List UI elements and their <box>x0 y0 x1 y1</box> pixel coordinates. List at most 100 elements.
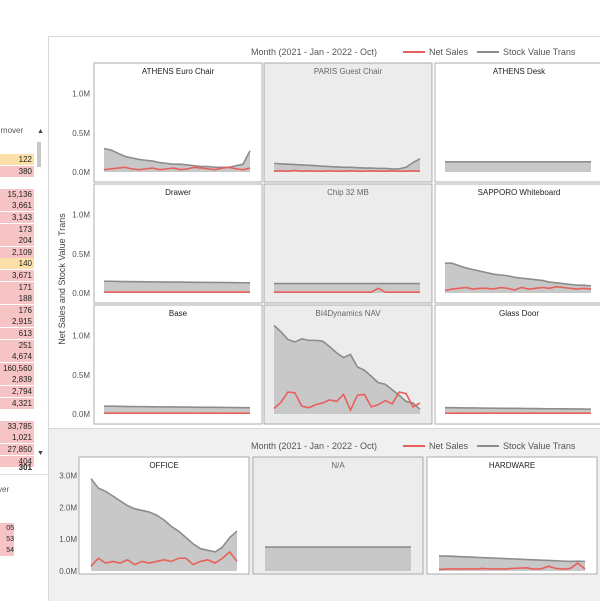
table-row[interactable]: 160,560 <box>0 362 34 374</box>
panel-hardware[interactable]: HARDWARE <box>426 456 598 575</box>
table-row[interactable]: 15,136 <box>0 188 34 200</box>
table-row[interactable]: 380 <box>0 165 34 177</box>
panel-chip-32-mb[interactable]: Chip 32 MB <box>263 183 433 304</box>
table-row[interactable]: 122 <box>0 154 34 165</box>
table-row[interactable] <box>0 177 34 189</box>
scroll-up-icon[interactable]: ▲ <box>37 128 44 135</box>
stock-value-area <box>104 148 250 172</box>
stock-value-line <box>104 280 251 284</box>
stock-value-area <box>274 325 420 414</box>
table-row[interactable]: 1,021 <box>0 432 34 444</box>
panel-sapporo-whiteboard[interactable]: SAPPORO Whiteboard <box>434 183 600 304</box>
column-header-turnover[interactable]: urnover <box>0 126 24 135</box>
legend-title: Month (2021 - Jan - 2022 - Oct) <box>251 441 377 451</box>
panel-title: Chip 32 MB <box>327 188 369 197</box>
left-table-panel: urnover ▲ 12238015,1363,6613,1431732042,… <box>0 122 49 467</box>
bottom-table-row[interactable]: 05 <box>0 523 14 534</box>
panel-title: Glass Door <box>499 309 539 318</box>
panel-title: HARDWARE <box>489 461 535 470</box>
y-tick-label: 1.0M <box>72 211 90 220</box>
product-small-multiples-chart[interactable]: Month (2021 - Jan - 2022 - Oct) Net Sales… <box>48 36 600 427</box>
table-row[interactable]: 4,674 <box>0 351 34 363</box>
panel-athens-euro-chair[interactable]: ATHENS Euro Chair <box>93 62 263 183</box>
panel-title: Drawer <box>165 188 191 197</box>
table-row[interactable]: 2,839 <box>0 374 34 386</box>
table-row[interactable]: 251 <box>0 339 34 351</box>
table-row[interactable]: 3,143 <box>0 212 34 223</box>
bottom-table-row[interactable]: 53 <box>0 534 14 545</box>
table-row[interactable]: 2,109 <box>0 246 34 258</box>
panel-drawer[interactable]: Drawer <box>93 183 263 304</box>
stock-value-area <box>439 556 585 571</box>
net-sales-line <box>444 285 592 292</box>
y-tick-label: 0.5M <box>72 371 90 380</box>
bottom-table-row[interactable]: 54 <box>0 545 14 556</box>
table-row[interactable]: 404 <box>0 455 34 467</box>
legend-label-net-sales: Net Sales <box>429 441 469 451</box>
stock-value-area <box>104 281 250 293</box>
product-chart-svg: Month (2021 - Jan - 2022 - Oct) Net Sales… <box>57 47 600 425</box>
y-tick-label: 0.0M <box>72 168 90 177</box>
table-row[interactable]: 3,661 <box>0 200 34 212</box>
panel-office[interactable]: OFFICE <box>78 456 250 575</box>
table-row[interactable]: 176 <box>0 304 34 316</box>
y-tick-label: 0.0M <box>72 410 90 419</box>
table-row[interactable]: 3,671 <box>0 270 34 281</box>
table-header: urnover <box>0 122 48 140</box>
panel-title: PARIS Guest Chair <box>314 67 383 76</box>
y-tick-label: 2.0M <box>59 503 77 512</box>
legend-label-stock-value: Stock Value Trans <box>503 441 576 451</box>
table-row[interactable]: 204 <box>0 235 34 247</box>
stock-value-line <box>104 405 251 409</box>
y-tick-label: 0.0M <box>59 567 77 576</box>
legend-title: Month (2021 - Jan - 2022 - Oct) <box>251 47 377 57</box>
category-small-multiples-chart[interactable]: Month (2021 - Jan - 2022 - Oct) Net Sales… <box>48 428 600 601</box>
panel-n-a[interactable]: N/A <box>252 456 424 575</box>
panel-title: N/A <box>331 461 345 470</box>
category-chart-svg: Month (2021 - Jan - 2022 - Oct) Net Sales… <box>59 441 598 576</box>
table-row[interactable]: 33,785 <box>0 420 34 432</box>
table-row[interactable]: 2,915 <box>0 316 34 328</box>
table-row[interactable]: 613 <box>0 328 34 339</box>
table-row[interactable]: 2,794 <box>0 386 34 397</box>
panel-frame <box>434 304 600 425</box>
stock-value-line <box>90 478 238 553</box>
bottom-table-header: ver <box>0 485 10 494</box>
panel-frame <box>93 304 263 425</box>
net-sales-line <box>90 550 238 567</box>
table-total: 301 <box>18 463 32 472</box>
panel-frame <box>426 456 598 575</box>
left-bottom-table: ver 05 53 54 <box>0 474 48 583</box>
table-row[interactable]: 27,850 <box>0 444 34 455</box>
stock-value-area <box>91 478 237 571</box>
table-row[interactable] <box>0 409 34 421</box>
panel-title: BI4Dynamics NAV <box>315 309 381 318</box>
panel-title: Base <box>169 309 188 318</box>
panel-title: ATHENS Euro Chair <box>142 67 215 76</box>
panel-title: ATHENS Desk <box>493 67 546 76</box>
table-row[interactable]: 173 <box>0 223 34 235</box>
net-sales-line <box>274 287 420 294</box>
y-tick-label: 1.0M <box>72 90 90 99</box>
table-row[interactable]: 4,321 <box>0 397 34 409</box>
scrollbar-thumb[interactable] <box>37 142 41 167</box>
table-row[interactable]: 188 <box>0 293 34 305</box>
net-sales-line <box>273 169 421 173</box>
stock-value-line <box>445 406 592 410</box>
y-tick-label: 3.0M <box>59 471 77 480</box>
panel-bi4dynamics-nav[interactable]: BI4Dynamics NAV <box>263 304 433 425</box>
table-row[interactable]: 171 <box>0 281 34 293</box>
panel-athens-desk[interactable]: ATHENS Desk <box>434 62 600 183</box>
y-tick-label: 1.0M <box>59 535 77 544</box>
y-tick-label: 1.0M <box>72 332 90 341</box>
panel-frame <box>263 62 433 183</box>
net-sales-line <box>438 562 586 571</box>
table-row[interactable]: 140 <box>0 258 34 270</box>
panel-title: SAPPORO Whiteboard <box>478 188 561 197</box>
panel-base[interactable]: Base <box>93 304 263 425</box>
panel-paris-guest-chair[interactable]: PARIS Guest Chair <box>263 62 433 183</box>
panel-title: OFFICE <box>149 461 178 470</box>
panel-glass-door[interactable]: Glass Door <box>434 304 600 425</box>
scroll-down-icon[interactable]: ▼ <box>37 450 44 457</box>
legend-label-net-sales: Net Sales <box>429 47 469 57</box>
